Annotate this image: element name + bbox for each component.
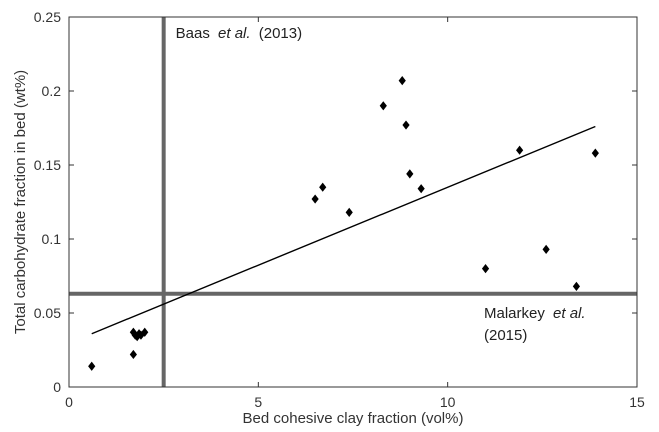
malarkey-author: Malarkey bbox=[484, 305, 545, 322]
malarkey-etal: et al. bbox=[553, 305, 586, 322]
data-point bbox=[311, 194, 319, 204]
data-point bbox=[516, 145, 524, 155]
y-tick-label: 0.1 bbox=[42, 231, 62, 247]
y-tick-label: 0.05 bbox=[34, 305, 61, 321]
baas-etal: et al. bbox=[218, 25, 251, 42]
data-point bbox=[406, 169, 414, 179]
x-tick-label: 15 bbox=[629, 394, 645, 410]
data-point bbox=[88, 361, 96, 371]
malarkey-annotation: Malarkey et al. bbox=[484, 305, 586, 322]
data-point bbox=[141, 327, 149, 337]
data-point bbox=[481, 264, 490, 274]
y-tick-label: 0.15 bbox=[34, 157, 61, 173]
y-tick-label: 0.2 bbox=[42, 83, 62, 99]
y-tick-label: 0 bbox=[53, 379, 61, 395]
baas-year: (2013) bbox=[259, 25, 302, 42]
data-point bbox=[379, 101, 387, 111]
trendline bbox=[91, 125, 596, 335]
plot-frame bbox=[68, 16, 638, 388]
x-axis-ticks: 0 5 10 15 bbox=[65, 17, 645, 410]
y-axis-ticks: 0 0.05 0.1 0.15 0.2 0.25 bbox=[34, 9, 637, 395]
baas-annotation: Baas et al. (2013) bbox=[176, 25, 302, 42]
data-point bbox=[572, 281, 581, 291]
malarkey-year: (2015) bbox=[484, 327, 527, 344]
x-axis-label: Bed cohesive clay fraction (vol%) bbox=[243, 410, 464, 427]
data-point bbox=[345, 207, 353, 217]
data-point bbox=[129, 349, 137, 360]
x-tick-label: 5 bbox=[254, 394, 262, 410]
data-point bbox=[402, 120, 410, 130]
data-points bbox=[88, 76, 599, 371]
x-tick-label: 0 bbox=[65, 394, 73, 410]
data-point bbox=[542, 244, 550, 254]
data-point bbox=[129, 327, 137, 337]
data-point bbox=[591, 148, 599, 158]
data-point bbox=[137, 330, 145, 340]
data-point bbox=[398, 76, 406, 86]
x-tick-label: 10 bbox=[440, 394, 456, 410]
y-tick-label: 0.25 bbox=[34, 9, 61, 25]
data-point bbox=[417, 184, 425, 194]
baas-author: Baas bbox=[176, 25, 210, 42]
y-axis-label: Total carbohydrate fraction in bed (wt%) bbox=[12, 70, 29, 334]
data-point bbox=[319, 182, 327, 192]
reference-lines bbox=[69, 17, 637, 387]
